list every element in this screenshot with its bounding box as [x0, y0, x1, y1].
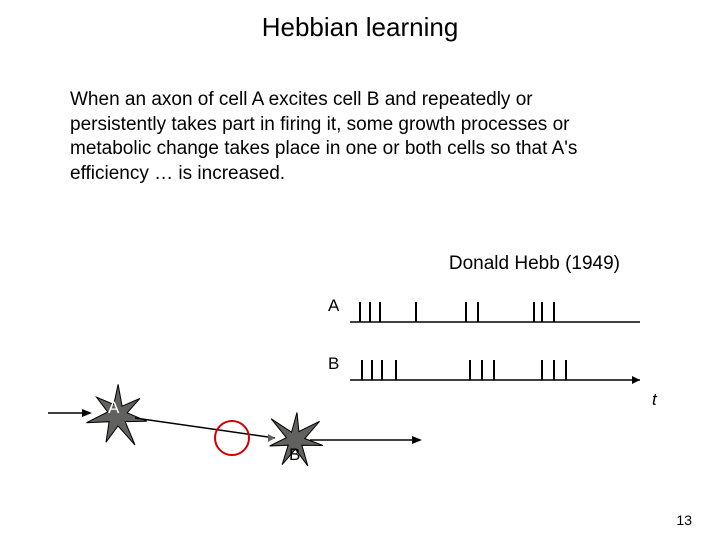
neuron-label-b: B [289, 445, 300, 465]
page-number: 13 [676, 512, 692, 528]
neuron-diagram [0, 0, 720, 540]
neuron-label-a: A [108, 398, 119, 418]
